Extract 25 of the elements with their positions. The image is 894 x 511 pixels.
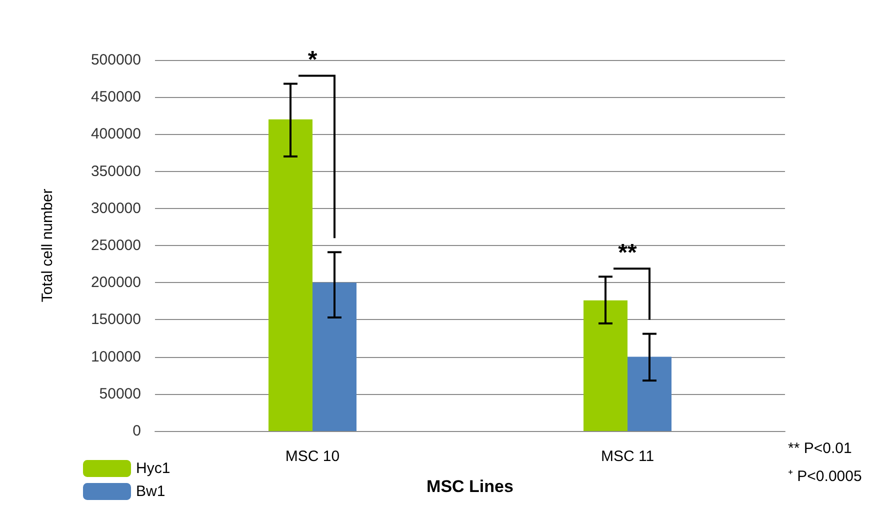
y-tick-label: 500000 bbox=[90, 52, 141, 68]
y-tick-label: 450000 bbox=[90, 88, 141, 106]
annotation: * bbox=[308, 46, 318, 74]
y-tick-label: 250000 bbox=[90, 237, 141, 254]
y-tick-label: 0 bbox=[132, 422, 141, 440]
y-tick-label: 50000 bbox=[99, 385, 141, 402]
text: ⁺ P<0.0005 bbox=[788, 467, 862, 485]
legend-label: Bw1 bbox=[136, 483, 166, 500]
y-tick-label: 300000 bbox=[90, 200, 141, 217]
y-tick-label: 400000 bbox=[90, 126, 141, 143]
bar bbox=[268, 119, 312, 431]
x-tick-label: MSC 11 bbox=[600, 448, 654, 465]
y-tick-label: 350000 bbox=[90, 162, 141, 180]
y-tick-label: 100000 bbox=[90, 348, 141, 366]
x-tick-label: MSC 10 bbox=[285, 448, 340, 465]
annotation: ** bbox=[618, 240, 638, 267]
y-tick-label: 200000 bbox=[90, 274, 141, 292]
y-tick-label: 150000 bbox=[90, 311, 141, 328]
legend-label: Hyc1 bbox=[136, 460, 170, 477]
bar bbox=[584, 300, 628, 431]
bar bbox=[312, 282, 356, 431]
text: ** P<0.01 bbox=[788, 440, 852, 457]
bar bbox=[628, 356, 672, 431]
x-axis-title: MSC Lines bbox=[426, 477, 514, 496]
y-axis-title: Total cell number bbox=[39, 188, 56, 302]
